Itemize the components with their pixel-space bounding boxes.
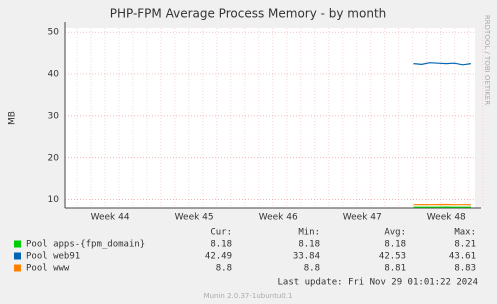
x-tick-label: Week 47	[343, 213, 382, 223]
stat-value: 8.18	[298, 240, 320, 250]
legend-swatch	[14, 240, 21, 248]
y-axis-label: MB	[8, 111, 18, 125]
legend-label: Pool web91	[26, 252, 80, 262]
x-tick-label: Week 48	[427, 213, 466, 223]
stat-header: Cur:	[210, 228, 232, 238]
stat-value: 8.18	[384, 240, 406, 250]
y-tick-label: 10	[48, 195, 60, 205]
y-tick-label: 20	[48, 153, 60, 163]
stat-header: Avg:	[384, 228, 406, 238]
y-tick-label: 40	[48, 70, 60, 80]
stat-value: 33.84	[293, 252, 320, 262]
y-tick-label: 30	[48, 111, 60, 121]
chart-title: PHP-FPM Average Process Memory - by mont…	[110, 7, 387, 21]
series-line	[413, 62, 471, 66]
last-update: Last update: Fri Nov 29 01:01:22 2024	[278, 278, 478, 288]
side-credit: RRDTOOL / TOBI OETIKER	[483, 15, 491, 105]
stat-header: Max:	[454, 228, 476, 238]
x-tick-label: Week 46	[259, 213, 298, 223]
x-tick-label: Week 45	[175, 213, 214, 223]
stat-header: Min:	[298, 228, 320, 238]
plot-area	[65, 28, 475, 208]
stat-value: 42.53	[379, 252, 406, 262]
stat-value: 43.61	[449, 252, 476, 262]
legend-label: Pool www	[26, 264, 70, 274]
stat-value: 8.18	[210, 240, 232, 250]
legend-label: Pool apps-{fpm_domain}	[26, 240, 145, 250]
y-tick-label: 50	[48, 28, 60, 38]
footer: Munin 2.0.37-1ubuntu0.1	[204, 292, 293, 300]
stat-value: 8.81	[384, 264, 406, 274]
x-tick-label: Week 44	[91, 213, 130, 223]
legend-swatch	[14, 264, 21, 272]
legend-swatch	[14, 252, 21, 260]
stat-value: 8.83	[454, 264, 476, 274]
stat-value: 8.21	[454, 240, 476, 250]
stat-value: 42.49	[205, 252, 232, 262]
stat-value: 8.8	[304, 264, 320, 274]
stat-value: 8.8	[216, 264, 232, 274]
